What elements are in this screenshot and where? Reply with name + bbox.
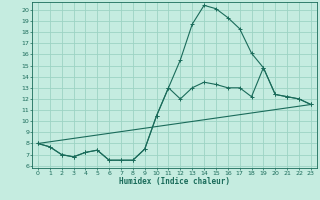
X-axis label: Humidex (Indice chaleur): Humidex (Indice chaleur) bbox=[119, 177, 230, 186]
